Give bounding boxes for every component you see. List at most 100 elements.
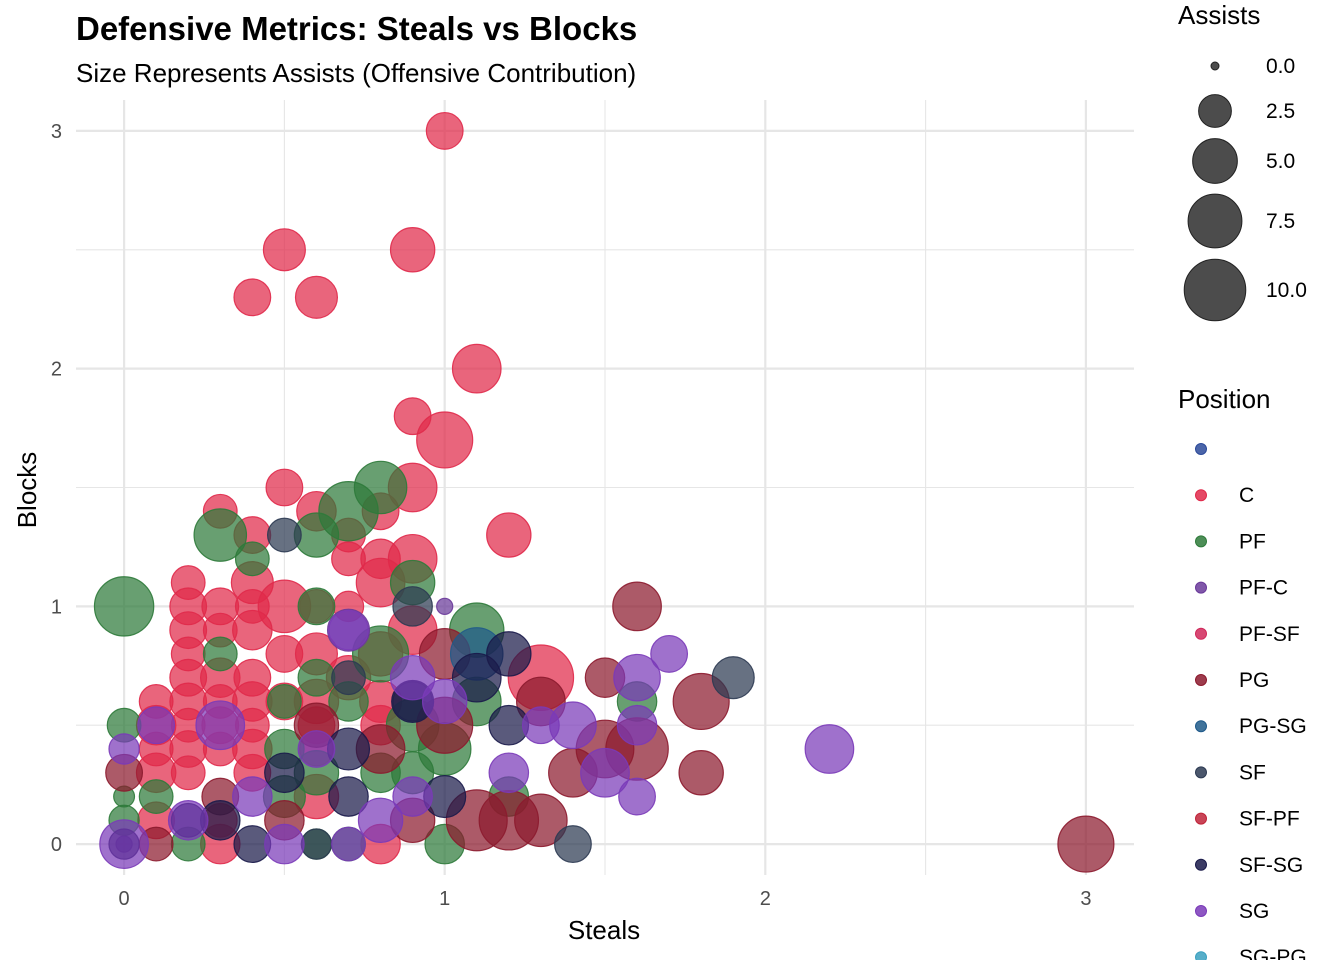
data-point-sg [99, 819, 149, 869]
x-tick-label: 1 [439, 888, 450, 910]
color-legend-key [1195, 766, 1207, 779]
size-legend-key [1187, 193, 1243, 249]
x-axis-title: Steals [568, 915, 640, 945]
color-legend-label: SF-SG [1239, 854, 1303, 877]
chart-title: Defensive Metrics: Steals vs Blocks [76, 10, 637, 47]
color-legend-label: SG [1239, 900, 1269, 923]
data-point-sg [580, 747, 630, 798]
chart-subtitle: Size Represents Assists (Offensive Contr… [76, 58, 636, 88]
data-point-sf-sg [264, 752, 305, 794]
data-point-sf [392, 586, 433, 627]
data-point-pg [612, 581, 662, 632]
data-point-sg [232, 776, 273, 817]
size-legend-label: 5.0 [1266, 150, 1295, 173]
data-point-sg [297, 730, 336, 768]
size-legend-label: 10.0 [1266, 279, 1307, 302]
data-point-pf [266, 684, 302, 719]
data-point-sg [521, 706, 560, 745]
data-point-pf [202, 636, 238, 672]
color-legend-label: PG-SG [1239, 715, 1307, 738]
data-point-c [486, 512, 532, 558]
color-legend-key [1195, 951, 1207, 960]
data-point-sg [488, 752, 530, 794]
data-point-sg [421, 678, 468, 725]
data-point-c [233, 278, 272, 317]
data-point-pf [297, 587, 336, 626]
data-point-sg [357, 797, 404, 844]
data-point-sg [618, 777, 656, 816]
color-legend-key [1195, 535, 1207, 548]
data-point-sg [804, 724, 855, 774]
color-legend-key [1195, 443, 1207, 455]
data-point-sf-sg [451, 652, 502, 703]
y-tick-label: 3 [51, 121, 62, 143]
data-point-pf [138, 779, 174, 814]
data-point-sg [137, 706, 176, 745]
size-legend-key [1183, 258, 1247, 322]
data-point-sf [331, 660, 366, 696]
data-point-sg [389, 654, 436, 701]
data-point-sg [195, 700, 246, 751]
size-legend-key [1210, 61, 1220, 71]
color-legend-label: SG-PG [1239, 946, 1307, 960]
color-legend-label: PF-SF [1239, 623, 1300, 646]
data-point-pf [93, 576, 155, 637]
data-point-c [232, 609, 273, 651]
data-point-pg [678, 750, 724, 796]
data-point-sg [392, 776, 433, 817]
data-point-pf [297, 658, 336, 697]
data-point-sf [711, 656, 755, 700]
color-legend-label: SF-PF [1239, 808, 1300, 831]
y-tick-label: 1 [51, 596, 62, 618]
data-point-pf [193, 508, 248, 562]
color-legend-key [1195, 489, 1207, 502]
data-point-sg [108, 733, 140, 765]
data-point-sg [328, 609, 369, 651]
size-legend-label: 2.5 [1266, 100, 1295, 123]
data-point-c [265, 468, 304, 507]
data-point-pf [234, 541, 270, 577]
data-point-sf-sg [328, 776, 369, 817]
color-legend-title: Position [1178, 384, 1271, 414]
y-tick-label: 0 [51, 834, 62, 856]
data-point-c [425, 111, 464, 150]
color-legend-key [1195, 812, 1207, 825]
size-legend-title: Assists [1178, 0, 1260, 30]
x-tick-label: 0 [119, 888, 130, 910]
y-axis-title: Blocks [12, 452, 42, 529]
color-legend-label: PG [1239, 669, 1269, 692]
data-point-sg [613, 653, 661, 702]
y-tick-label: 2 [51, 359, 62, 381]
data-point-sg [264, 823, 305, 865]
data-point-sf [554, 825, 592, 864]
axis-ticks: 0 1 2 3 0 1 2 3 [51, 121, 1092, 910]
data-point-c [262, 228, 306, 272]
data-point-c [389, 227, 436, 273]
color-legend-label: PF-C [1239, 577, 1288, 600]
color-legend-key [1195, 858, 1207, 871]
data-points [93, 111, 1115, 873]
data-point-sg [331, 826, 366, 862]
data-point-sg [167, 800, 209, 841]
color-legend-key [1195, 720, 1207, 733]
color-legend-key [1195, 905, 1207, 917]
color-legend-key [1195, 674, 1207, 686]
data-point-sg [616, 704, 658, 746]
color-legend-label: C [1239, 484, 1254, 507]
x-tick-label: 3 [1080, 888, 1091, 910]
size-legend-label: 7.5 [1266, 210, 1295, 233]
x-tick-label: 2 [760, 888, 771, 910]
size-legend-key [1198, 94, 1232, 128]
data-point-c [416, 411, 474, 469]
data-point-pg [1057, 815, 1115, 873]
size-legend-key [1192, 138, 1238, 184]
data-point-c [331, 541, 366, 577]
color-legend: C PF PF-C PF-SF PG PG-SG SF SF-PF SF-SG SG SG-PG [1195, 443, 1307, 960]
data-point-c [451, 343, 502, 394]
color-legend-key [1195, 627, 1207, 640]
data-point-sf [266, 517, 302, 553]
data-point-sg [650, 634, 689, 673]
color-legend-key [1195, 581, 1207, 594]
data-point-c [294, 275, 339, 319]
